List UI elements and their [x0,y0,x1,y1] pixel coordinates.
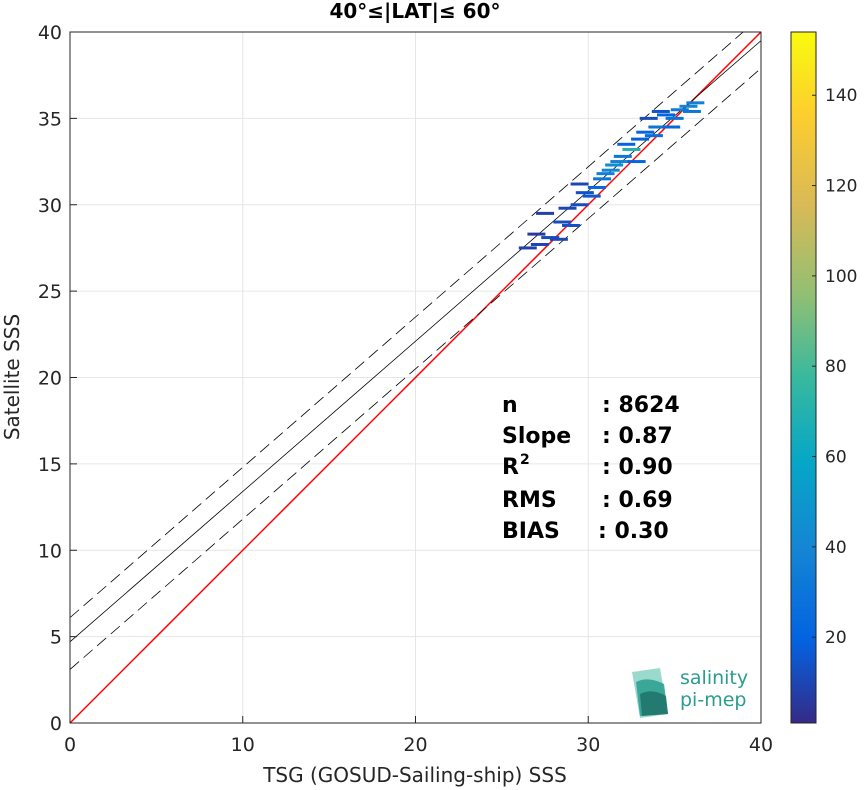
y-axis-ticks: 0 5 10 15 20 25 30 35 40 [38,22,77,735]
regression-lines [70,32,761,723]
x-tick-label: 30 [576,734,600,756]
y-tick-label: 15 [38,454,62,476]
x-tick-label: 10 [231,734,255,756]
x-tick-label: 0 [64,734,76,756]
stat-value: : 8624 [602,393,680,418]
y-tick-label: 30 [38,195,62,217]
density-cell [527,232,546,236]
density-cell [665,116,684,120]
salinity-pi-mep-logo: salinity pi-mep [632,667,748,718]
y-tick-label: 35 [38,108,62,130]
stat-value: : 0.30 [598,519,669,544]
density-cell [636,130,655,134]
density-cell [582,194,601,198]
density-cell [613,154,632,158]
colorbar-tick-label: 80 [825,357,847,377]
x-axis-ticks: 0 10 20 30 40 [64,716,773,756]
density-cell [587,185,606,189]
density-cell [644,134,663,138]
stat-label: BIAS [502,519,560,544]
density-cell [553,220,572,224]
density-cell [593,177,612,181]
colorbar-gradient [790,31,817,724]
colorbar-tick-label: 140 [825,86,857,106]
stat-value: : 0.90 [602,455,673,480]
density-cell [570,182,589,186]
density-cell [530,242,549,246]
colorbar-tick-label: 60 [825,448,847,468]
density-cell [601,168,620,172]
stat-value: : 0.87 [602,424,673,449]
y-tick-label: 10 [38,540,62,562]
wave-icon [632,668,668,718]
stat-label: Slope [502,424,571,449]
colorbar-tick-label: 120 [825,177,857,197]
colorbar-tick-label: 20 [825,628,847,648]
regression-line [70,40,761,643]
chart-title: 40°≤|LAT|≤ 60° [329,0,500,23]
stat-label: R [502,455,519,480]
density-cell [536,211,555,215]
y-tick-label: 5 [50,627,62,649]
density-cell [605,163,624,167]
logo-line-1: salinity [680,667,748,689]
density-points [518,101,705,250]
density-cell [670,108,689,112]
density-cell [686,101,705,105]
density-cell [679,104,698,108]
stat-value: : 0.69 [602,488,673,513]
density-cell [558,206,577,210]
density-cell [682,109,701,113]
stat-label: n [502,393,518,418]
density-cell [541,236,560,240]
y-axis-title: Satellite SSS [0,314,24,440]
x-tick-label: 20 [403,734,427,756]
density-cell [561,223,580,227]
density-cell [549,237,568,241]
x-tick-label: 40 [749,734,773,756]
stat-label: RMS [502,488,557,513]
density-cell [575,191,594,195]
density-cell [617,142,636,146]
density-cell [596,172,615,176]
stat-label-superscript: 2 [520,452,530,468]
y-tick-label: 40 [38,22,62,44]
y-tick-label: 0 [50,713,62,735]
stats-box: n : 8624 Slope : 0.87 R 2 : 0.90 RMS : 0.69 BIAS:… [502,393,680,544]
logo-line-2: pi-mep [680,689,746,711]
y-tick-label: 25 [38,281,62,303]
density-cell [627,160,646,164]
confidence-line [70,67,761,670]
density-cell [518,246,537,250]
colorbar-tick-label: 40 [825,538,847,558]
density-cell [639,116,658,120]
density-cell [656,113,675,117]
density-cell [662,125,681,129]
colorbar-tick-label: 100 [825,267,857,287]
density-cell [570,203,589,207]
density-cell [622,147,641,151]
density-cell [631,137,650,141]
confidence-line [70,32,744,618]
y-tick-label: 20 [38,368,62,390]
density-cell [648,125,667,129]
density-cell [610,160,629,164]
colorbar-ticks: 20 40 60 80 100 120 140 [812,86,857,648]
identity-line [70,32,761,723]
density-cell [651,109,670,113]
x-axis-title: TSG (GOSUD-Sailing-ship) SSS [262,763,567,787]
colorbar: 20 40 60 80 100 120 140 [790,31,857,724]
